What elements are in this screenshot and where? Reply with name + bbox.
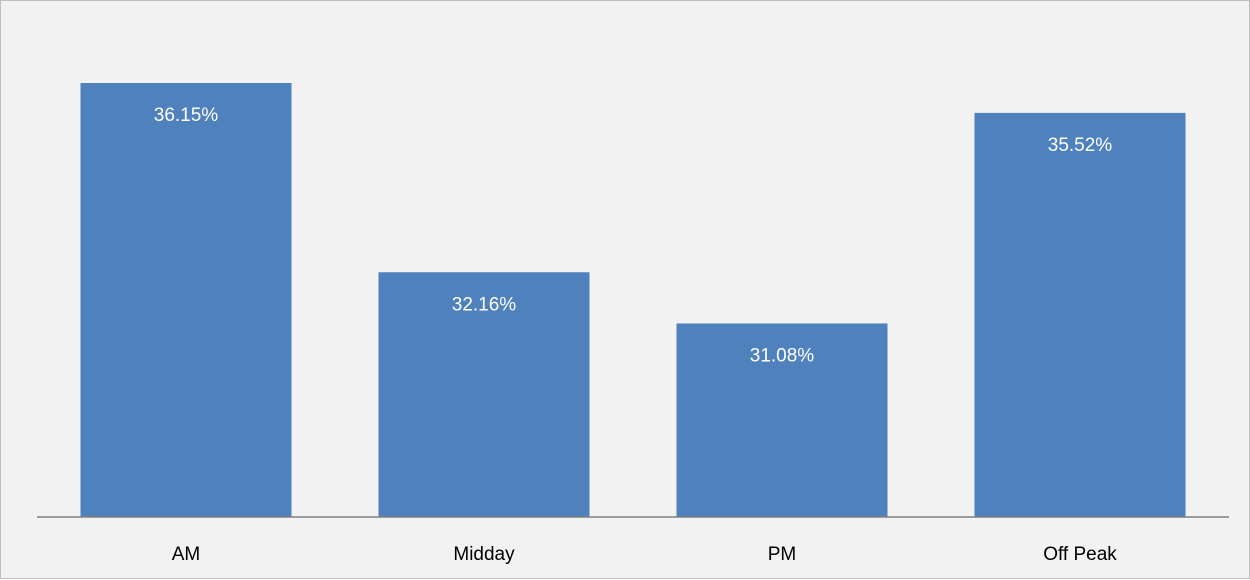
x-tick-label-pm: PM	[768, 544, 797, 565]
x-tick-labels-layer: AM Midday PM Off Peak	[172, 544, 1118, 565]
bars-layer	[80, 83, 1186, 518]
data-label-midday: 32.16%	[452, 294, 517, 315]
data-label-off-peak: 35.52%	[1048, 135, 1113, 156]
x-tick-label-am: AM	[172, 544, 201, 565]
data-labels-layer: 36.15% 32.16% 31.08% 35.52%	[154, 105, 1113, 366]
bar-off-peak	[974, 112, 1186, 518]
bar-midday	[378, 272, 590, 517]
x-tick-label-off-peak: Off Peak	[1043, 544, 1117, 565]
bar-pm	[676, 323, 888, 517]
bar-am	[80, 83, 292, 517]
data-label-pm: 31.08%	[750, 345, 815, 366]
x-tick-label-midday: Midday	[453, 544, 515, 565]
data-label-am: 36.15%	[154, 105, 219, 126]
